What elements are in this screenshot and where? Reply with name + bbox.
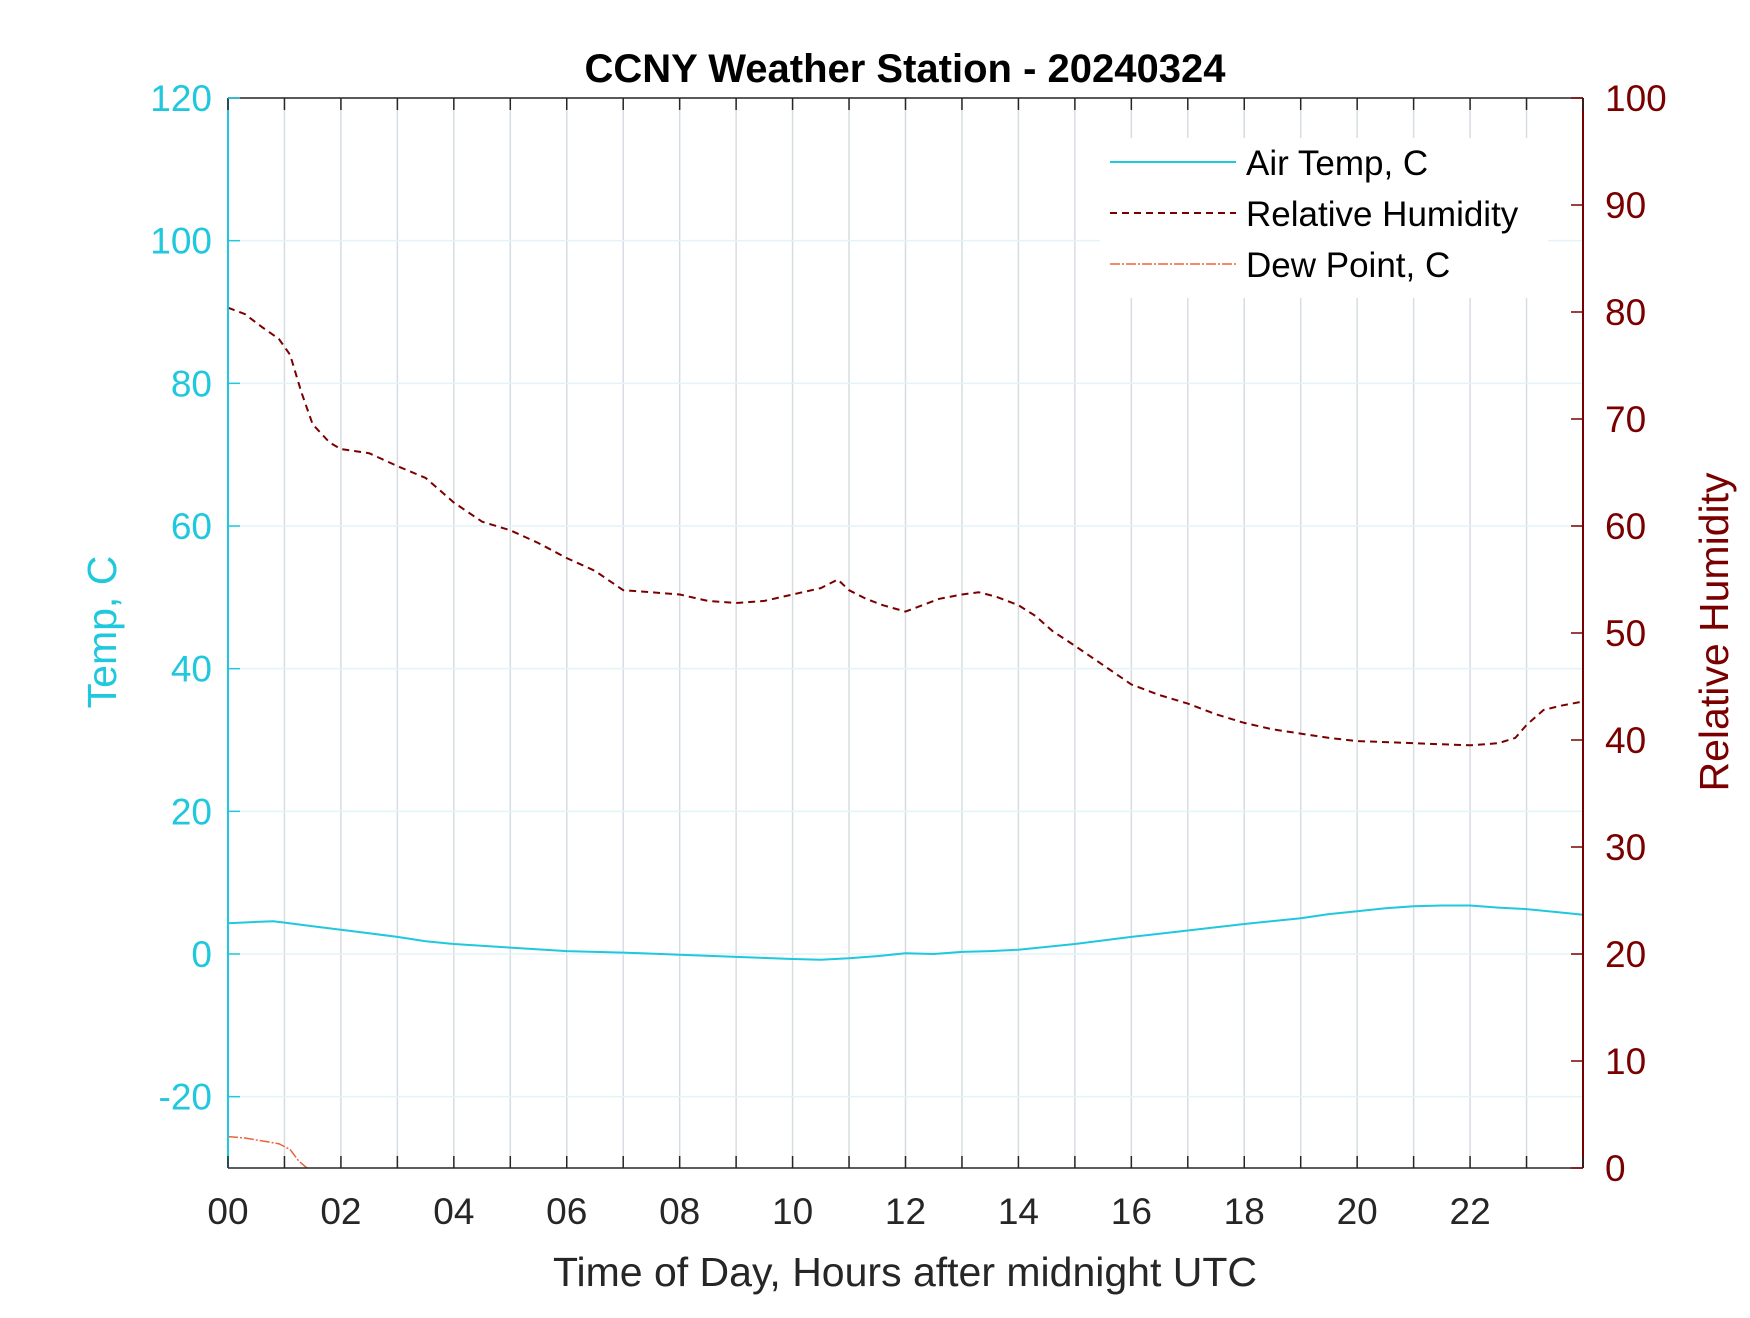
legend: Air Temp, C Relative Humidity Dew Point,… [1100,138,1548,298]
ticks-layer: 00 02 04 06 08 10 12 14 16 18 20 22-200204060801001… [150,78,1666,1232]
x-tick-label: 04 [433,1191,474,1232]
x-tick-label: 20 [1337,1191,1378,1232]
y-left-tick-label: 0 [191,934,212,975]
legend-label-air-temp: Air Temp, C [1246,144,1428,183]
y-axis-label-right: Relative Humidity [1691,472,1737,791]
x-tick-label: 12 [885,1191,926,1232]
y-left-tick-label: 100 [150,221,212,262]
y-right-tick-label: 10 [1605,1041,1646,1082]
humidity-line [227,306,1584,747]
y-left-tick-label: 120 [150,78,212,119]
x-tick-label: 06 [546,1191,587,1232]
legend-box [1100,138,1548,298]
x-tick-label: 18 [1224,1191,1265,1232]
y-left-tick-label: 20 [171,791,212,832]
y-right-tick-label: 20 [1605,934,1646,975]
air-temp-line [227,904,1584,961]
y-right-tick-label: 70 [1605,399,1646,440]
x-tick-label: 10 [772,1191,813,1232]
dewpoint-line [227,1135,308,1169]
y-right-tick-label: 80 [1605,292,1646,333]
x-tick-label: 16 [1111,1191,1152,1232]
series-layer [227,306,1584,1169]
x-axis-label: Time of Day, Hours after midnight UTC [553,1249,1257,1295]
y-right-tick-label: 90 [1605,185,1646,226]
y-right-tick-label: 40 [1605,720,1646,761]
y-left-tick-label: 80 [171,363,212,404]
x-tick-label: 22 [1450,1191,1491,1232]
x-tick-label: 00 [207,1191,248,1232]
y-left-tick-label: 40 [171,649,212,690]
y-axis-label-left: Temp, C [79,556,125,709]
y-right-tick-label: 60 [1605,506,1646,547]
x-tick-label: 02 [320,1191,361,1232]
y-right-tick-label: 0 [1605,1148,1626,1189]
y-left-tick-label: -20 [159,1077,212,1118]
y-right-tick-label: 100 [1605,78,1667,119]
legend-label-humidity: Relative Humidity [1246,195,1519,234]
x-tick-label: 14 [998,1191,1039,1232]
legend-label-dewpoint: Dew Point, C [1246,246,1450,285]
y-right-tick-label: 30 [1605,827,1646,868]
y-right-tick-label: 50 [1605,613,1646,654]
y-left-tick-label: 60 [171,506,212,547]
x-tick-label: 08 [659,1191,700,1232]
chart-title: CCNY Weather Station - 20240324 [585,47,1227,91]
